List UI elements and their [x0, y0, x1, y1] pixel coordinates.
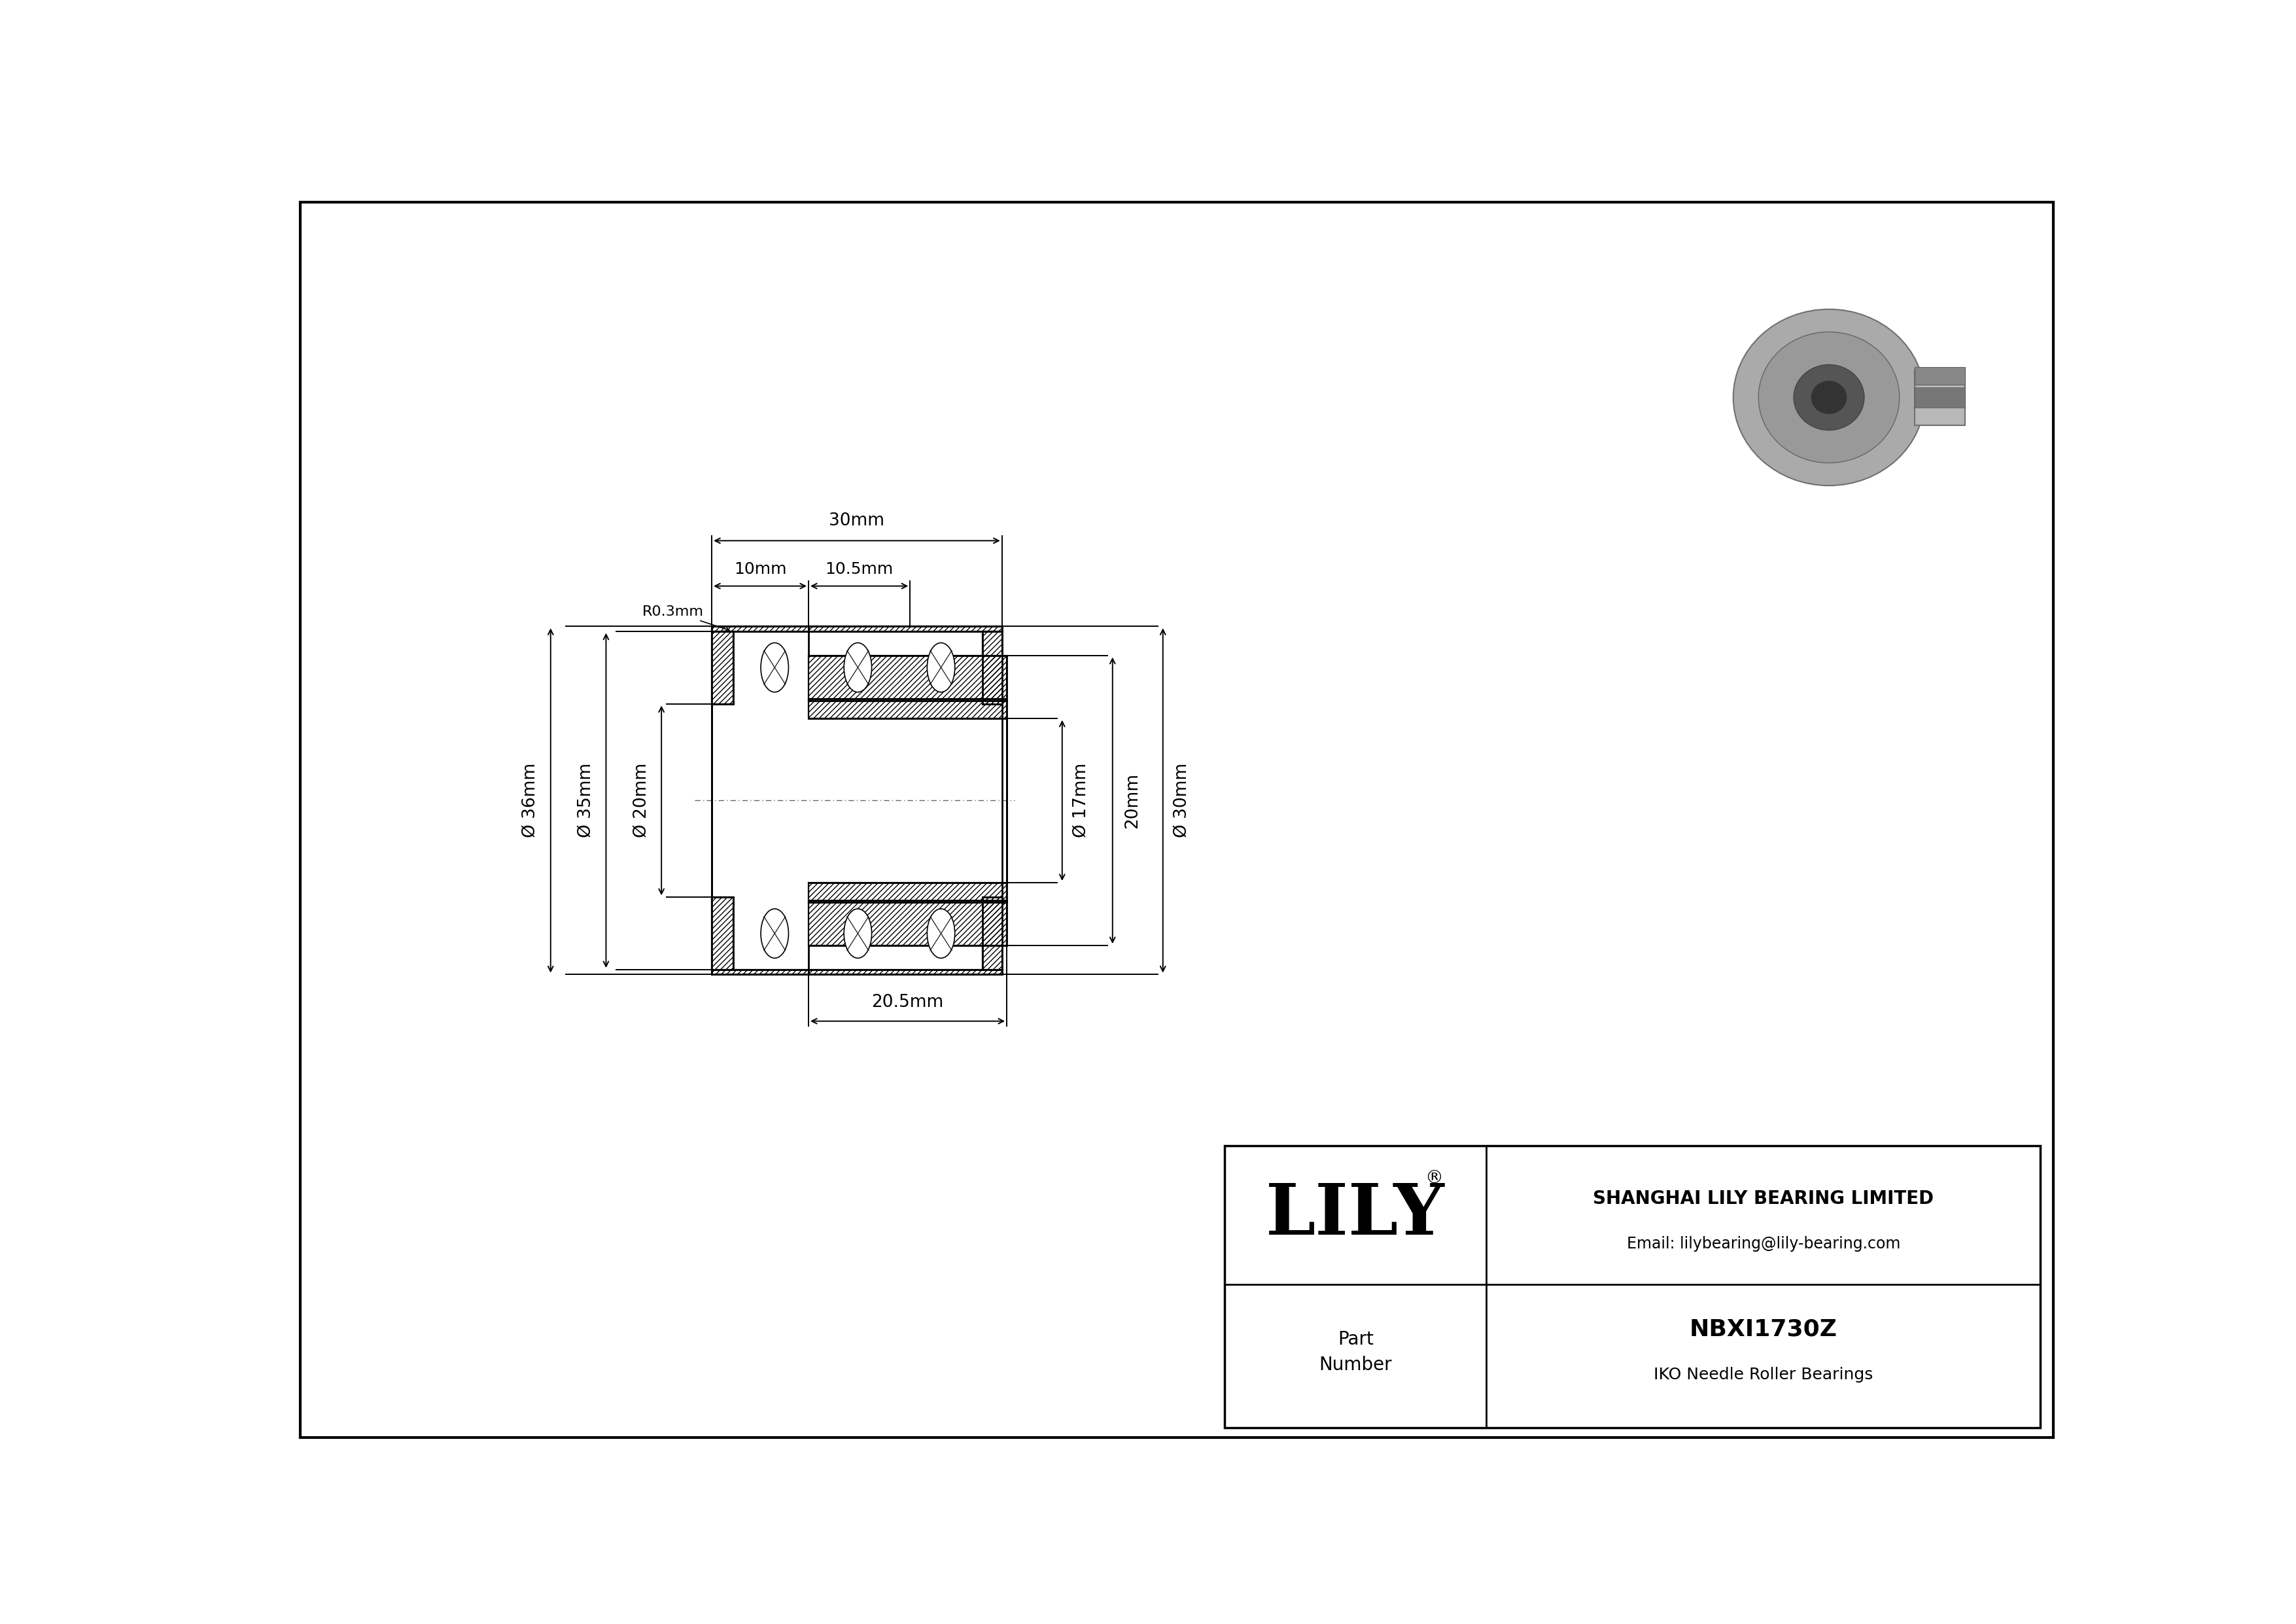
Ellipse shape — [845, 909, 872, 958]
Text: Ø 36mm: Ø 36mm — [523, 763, 540, 838]
Polygon shape — [808, 900, 1006, 945]
Polygon shape — [808, 698, 1006, 718]
Polygon shape — [808, 656, 1006, 702]
Ellipse shape — [1793, 365, 1864, 430]
Polygon shape — [712, 896, 732, 970]
Polygon shape — [983, 632, 1001, 703]
Ellipse shape — [1812, 382, 1846, 414]
Polygon shape — [712, 632, 732, 703]
Text: R0.3mm: R0.3mm — [643, 606, 730, 630]
Ellipse shape — [760, 643, 788, 692]
Text: 30mm: 30mm — [829, 513, 884, 529]
Ellipse shape — [845, 643, 872, 692]
Polygon shape — [712, 970, 1001, 974]
Text: SHANGHAI LILY BEARING LIMITED: SHANGHAI LILY BEARING LIMITED — [1593, 1189, 1933, 1208]
Text: Part
Number: Part Number — [1318, 1330, 1391, 1374]
Text: Ø 35mm: Ø 35mm — [579, 763, 595, 838]
Text: 10mm: 10mm — [735, 562, 788, 577]
Text: LILY: LILY — [1265, 1181, 1444, 1249]
Text: Ø 20mm: Ø 20mm — [634, 763, 650, 838]
Bar — [1915, 370, 1965, 425]
Ellipse shape — [1759, 331, 1899, 463]
Ellipse shape — [1733, 309, 1924, 486]
Ellipse shape — [928, 643, 955, 692]
Polygon shape — [983, 896, 1001, 970]
Bar — [808, 718, 1006, 883]
Bar — [712, 703, 1001, 896]
Ellipse shape — [760, 909, 788, 958]
Text: Email: lilybearing@lily-bearing.com: Email: lilybearing@lily-bearing.com — [1626, 1236, 1901, 1252]
Ellipse shape — [928, 909, 955, 958]
Text: 10.5mm: 10.5mm — [824, 562, 893, 577]
Polygon shape — [808, 883, 1006, 901]
Bar — [1915, 367, 1965, 385]
Text: 20mm: 20mm — [1123, 773, 1141, 828]
Text: IKO Needle Roller Bearings: IKO Needle Roller Bearings — [1653, 1367, 1874, 1382]
Text: 20.5mm: 20.5mm — [872, 994, 944, 1012]
Text: Ø 17mm: Ø 17mm — [1072, 763, 1091, 838]
Bar — [1915, 388, 1965, 408]
Polygon shape — [712, 627, 1001, 632]
Text: ®: ® — [1424, 1169, 1442, 1187]
Bar — [1224, 1145, 2041, 1427]
Text: NBXI1730Z: NBXI1730Z — [1690, 1319, 1837, 1340]
Text: Ø 30mm: Ø 30mm — [1173, 763, 1192, 838]
